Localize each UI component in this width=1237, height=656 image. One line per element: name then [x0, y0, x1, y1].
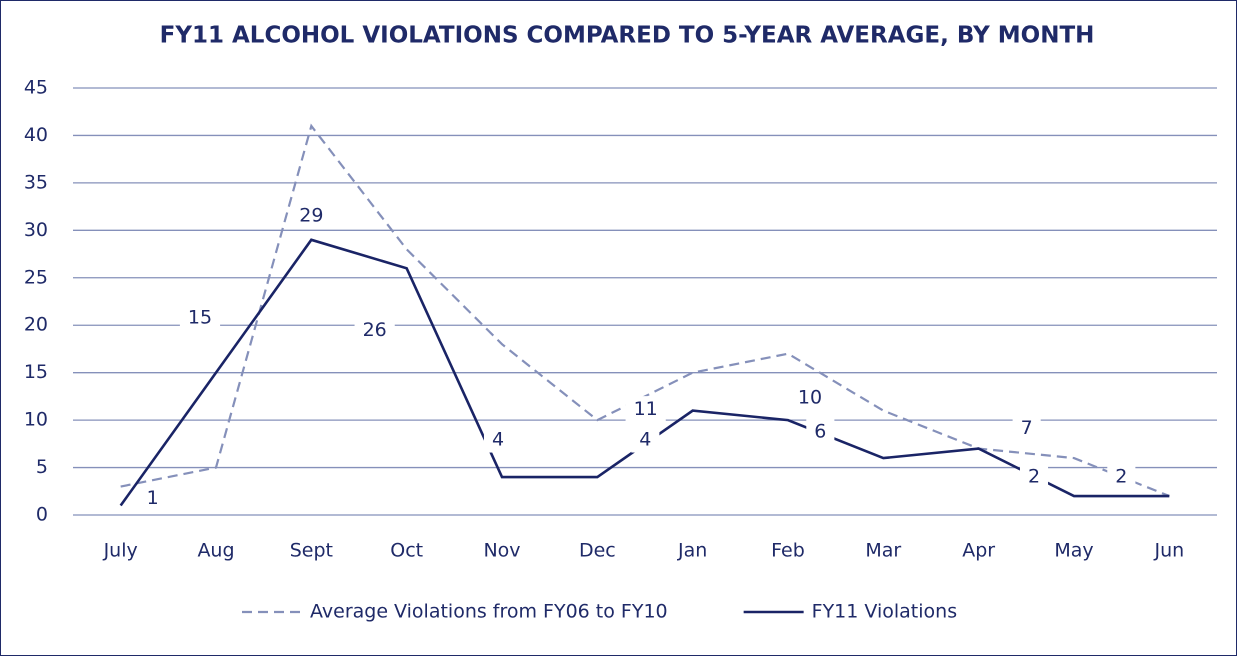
data-label: 7 [1021, 417, 1033, 439]
data-label-bg [789, 384, 831, 411]
data-label: 29 [299, 204, 323, 226]
data-label: 4 [639, 429, 651, 451]
data-label-bg [179, 304, 221, 331]
data-label-bg [631, 426, 660, 453]
data-label-bg [806, 418, 835, 445]
y-tick-label: 30 [24, 219, 48, 241]
x-tick-label: Jun [1153, 540, 1184, 562]
legend-label: Average Violations from FY06 to FY10 [310, 601, 668, 623]
x-tick-label: Sept [290, 540, 333, 562]
x-tick-label: Dec [579, 540, 616, 562]
data-label-bg [291, 202, 332, 229]
data-label-bg [1019, 463, 1049, 490]
data-label-bg [138, 485, 167, 512]
y-tick-label: 35 [24, 171, 48, 193]
data-label: 10 [798, 387, 822, 409]
y-tick-label: 5 [36, 456, 48, 478]
data-label: 1 [147, 487, 159, 509]
x-tick-label: Mar [865, 540, 901, 562]
x-tick-label: July [103, 540, 138, 562]
x-tick-label: May [1054, 540, 1093, 562]
legend-label: FY11 Violations [812, 601, 957, 623]
y-tick-label: 20 [24, 314, 48, 336]
y-tick-label: 45 [24, 77, 48, 99]
data-label: 11 [634, 398, 658, 420]
y-tick-label: 15 [24, 361, 48, 383]
x-tick-label: Feb [771, 540, 805, 562]
data-label-bg [1107, 463, 1136, 490]
y-tick-label: 10 [24, 409, 48, 431]
chart-title: FY11 ALCOHOL VIOLATIONS COMPARED TO 5-YE… [160, 23, 1095, 49]
data-label: 2 [1028, 466, 1040, 488]
data-label: 6 [814, 421, 826, 443]
data-label: 26 [363, 319, 387, 341]
y-tick-label: 40 [24, 124, 48, 146]
data-label-bg [1012, 415, 1041, 442]
x-tick-label: Nov [483, 540, 520, 562]
y-tick-label: 0 [36, 504, 48, 526]
data-label: 2 [1115, 466, 1127, 488]
data-label-bg [354, 316, 395, 343]
x-tick-label: Aug [197, 540, 234, 562]
data-label-bg [483, 426, 513, 453]
data-label-bg [625, 396, 666, 423]
x-tick-label: Apr [962, 540, 995, 562]
y-tick-label: 25 [24, 266, 48, 288]
x-tick-label: Jan [677, 540, 707, 562]
x-tick-label: Oct [390, 540, 423, 562]
data-label: 15 [188, 307, 212, 329]
data-label: 4 [492, 429, 504, 451]
